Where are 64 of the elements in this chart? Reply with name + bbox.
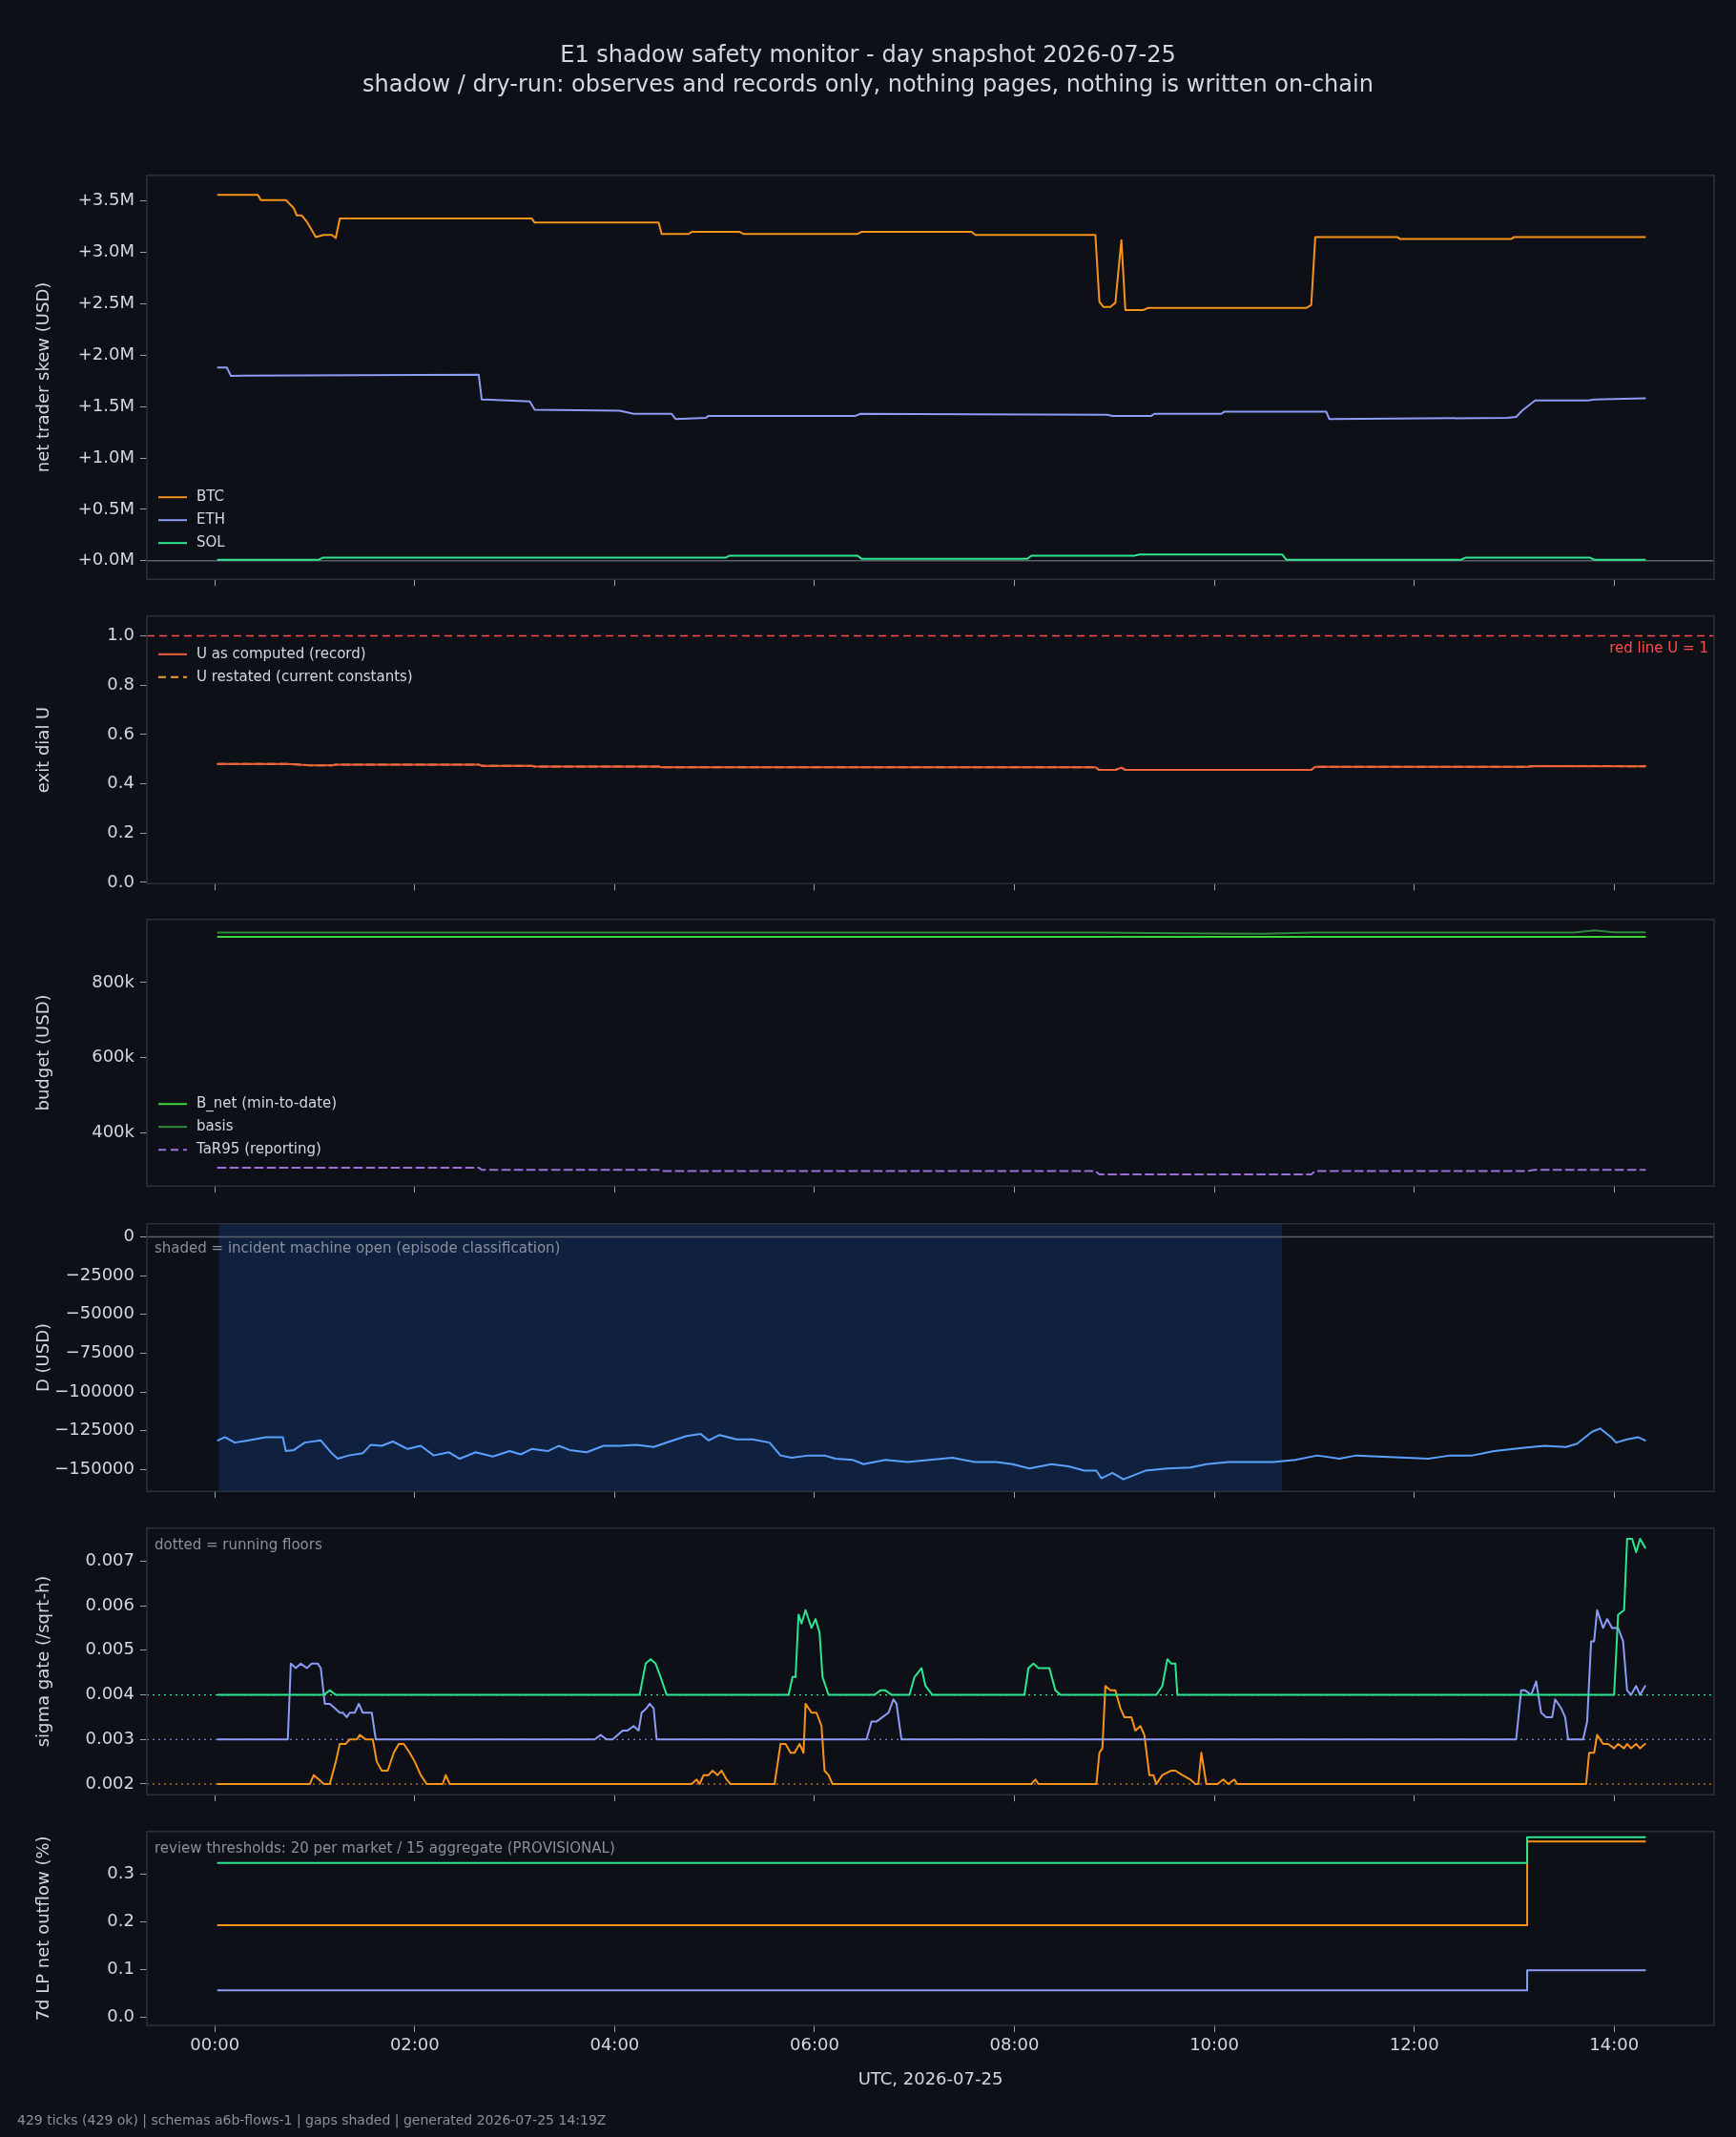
y-tick-label: 0.002 <box>85 1772 134 1793</box>
y-tick-label: 400k <box>92 1120 135 1141</box>
y-tick-label: −50000 <box>65 1302 134 1323</box>
y-axis-title: budget (USD) <box>32 994 53 1111</box>
y-tick-label: +3.0M <box>77 240 134 261</box>
legend-label: TaR95 (reporting) <box>196 1140 321 1158</box>
band-label: shaded = incident machine open (episode classification) <box>155 1238 561 1256</box>
y-tick-label: 0.2 <box>107 1910 134 1931</box>
y-axis-title: net trader skew (USD) <box>32 281 53 473</box>
y-tick-label: 0.005 <box>85 1638 134 1659</box>
text: 429 ticks (429 ok) | schemas a6b-flows-1 | gaps shaded | generated 2026-07-25 14:19Z <box>17 2112 607 2127</box>
chart-title: E1 shadow safety monitor - day snapshot 2026-07-25 <box>559 40 1177 70</box>
y-tick-label: 0.0 <box>107 870 134 891</box>
legend-label: basis <box>196 1117 234 1135</box>
y-tick-label: +1.0M <box>77 446 134 467</box>
annotation: review thresholds: 20 per market / 15 aggregate (PROVISIONAL) <box>155 1838 615 1857</box>
y-tick-label: 0.003 <box>85 1727 134 1748</box>
y-tick-label: 800k <box>92 970 135 991</box>
y-tick-label: −100000 <box>54 1380 134 1400</box>
legend-label: U restated (current constants) <box>196 667 413 685</box>
y-tick-label: −75000 <box>65 1341 134 1362</box>
y-tick-label: 0.004 <box>85 1683 134 1704</box>
y-tick-label: 0.8 <box>107 673 134 694</box>
y-tick-label: 600k <box>92 1046 135 1067</box>
annotation: dotted = running floors <box>155 1535 322 1553</box>
y-axis-title: D (USD) <box>32 1322 53 1393</box>
legend-label: SOL <box>196 533 226 551</box>
y-tick-label: 0.1 <box>107 1957 134 1978</box>
x-tick-label: 00:00 <box>190 2034 240 2055</box>
chart-subtitle: shadow / dry-run: observes and records only, nothing pages, nothing is written on-chain <box>362 70 1374 99</box>
y-tick-label: 0.006 <box>85 1593 134 1614</box>
y-tick-label: 0.6 <box>107 722 134 743</box>
y-tick-label: −125000 <box>54 1419 134 1440</box>
legend-label: ETH <box>196 510 225 529</box>
y-tick-label: +1.5M <box>77 394 134 415</box>
y-tick-label: 0.4 <box>107 772 134 793</box>
y-tick-label: +0.0M <box>77 549 134 570</box>
ref-line-label: red line U = 1 <box>1609 639 1708 657</box>
y-tick-label: −150000 <box>54 1458 134 1479</box>
x-tick-label: 14:00 <box>1589 2034 1640 2055</box>
x-tick-label: 12:00 <box>1389 2034 1439 2055</box>
legend-label: U as computed (record) <box>196 644 366 662</box>
y-tick-label: 1.0 <box>107 624 134 645</box>
y-tick-label: +3.5M <box>77 189 134 210</box>
y-tick-label: −25000 <box>65 1263 134 1284</box>
y-tick-label: +2.0M <box>77 343 134 364</box>
y-tick-label: 0.2 <box>107 820 134 841</box>
legend-label: BTC <box>196 488 225 506</box>
y-axis-title: sigma gate (/sqrt-h) <box>32 1575 53 1748</box>
y-tick-label: 0.3 <box>107 1862 134 1883</box>
x-tick-label: 04:00 <box>589 2034 640 2055</box>
y-tick-label: 0.0 <box>107 2004 134 2025</box>
legend-label: B_net (min-to-date) <box>196 1094 338 1113</box>
x-axis-title: UTC, 2026-07-25 <box>858 2067 1003 2088</box>
y-tick-label: +0.5M <box>77 497 134 518</box>
x-tick-label: 10:00 <box>1189 2034 1240 2055</box>
y-tick-label: +2.5M <box>77 292 134 313</box>
y-axis-title: exit dial U <box>32 706 53 794</box>
y-tick-label: 0 <box>123 1225 134 1246</box>
y-axis-title: 7d LP net outflow (%) <box>32 1836 53 2022</box>
x-tick-label: 02:00 <box>389 2034 440 2055</box>
y-tick-label: 0.007 <box>85 1549 134 1570</box>
x-tick-label: 08:00 <box>989 2034 1040 2055</box>
x-tick-label: 06:00 <box>790 2034 839 2055</box>
